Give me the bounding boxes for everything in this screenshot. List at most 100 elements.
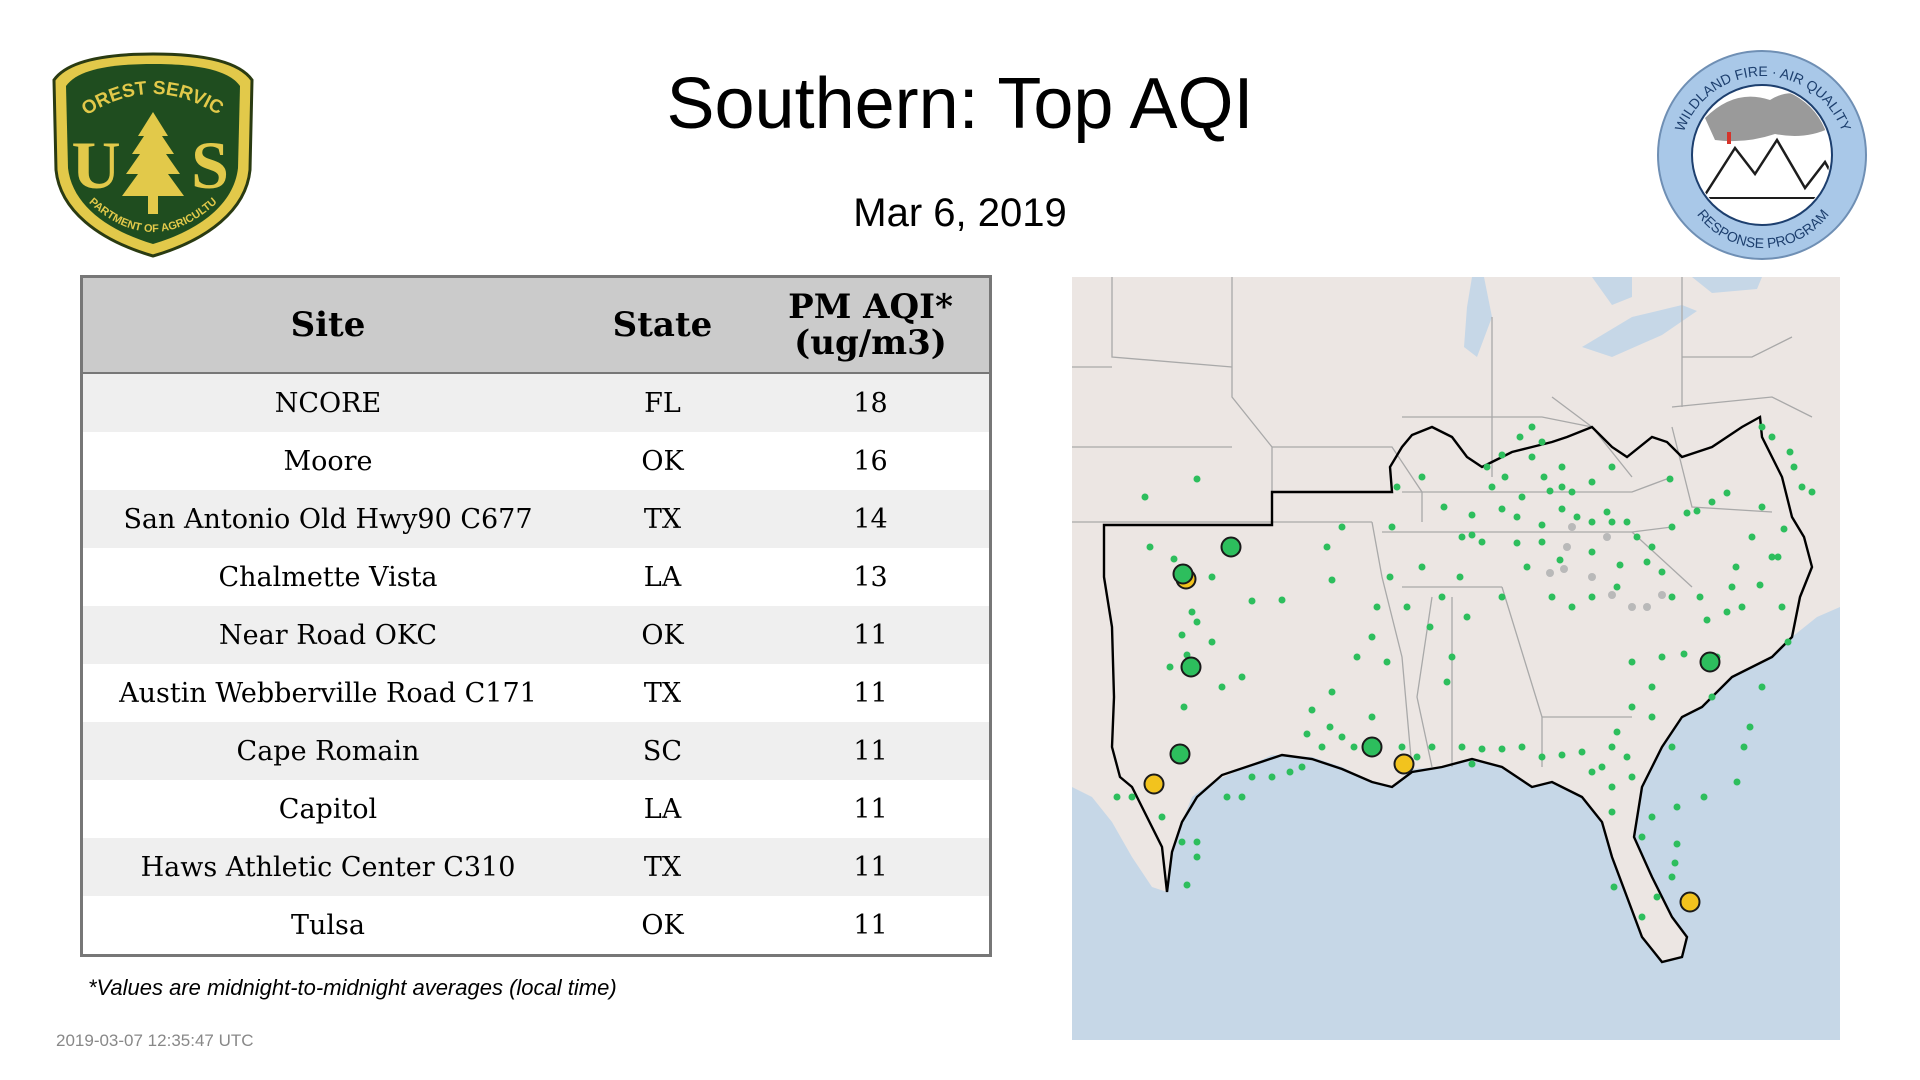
map-site-good: [1633, 533, 1641, 541]
map-site-good: [1668, 873, 1676, 881]
map-site-top-aqi-moderate: [1143, 773, 1165, 795]
map-site-good: [1128, 793, 1136, 801]
map-site-good: [1238, 793, 1246, 801]
report-date: Mar 6, 2019: [853, 191, 1067, 235]
map-site-good: [1438, 593, 1446, 601]
map-site-top-aqi-good: [1361, 736, 1383, 758]
map-site-good: [1588, 548, 1596, 556]
map-site-good: [1671, 859, 1679, 867]
map-site-good: [1723, 489, 1731, 497]
gulf-of-mexico-water: [1072, 607, 1840, 1040]
map-site-good: [1623, 753, 1631, 761]
map-site-good: [1588, 478, 1596, 486]
lake-erie: [1582, 305, 1697, 357]
map-site-good: [1498, 505, 1506, 513]
map-site-good: [1178, 631, 1186, 639]
table-row: Haws Athletic Center C310 TX 11: [81, 838, 991, 896]
map-site-good: [1483, 463, 1491, 471]
map-site-good: [1223, 793, 1231, 801]
map-site-good: [1528, 453, 1536, 461]
map-site-good: [1413, 753, 1421, 761]
map-site-good: [1268, 773, 1276, 781]
map-site-good: [1668, 523, 1676, 531]
aqi-cell: 16: [752, 432, 991, 490]
map-site-good: [1388, 523, 1396, 531]
map-site-good: [1193, 838, 1201, 846]
table-row: NCORE FL 18: [81, 373, 991, 432]
map-site-good: [1740, 743, 1748, 751]
map-site-good: [1638, 913, 1646, 921]
map-site-no-data: [1628, 603, 1636, 611]
map-site-good: [1588, 518, 1596, 526]
site-cell: Moore: [81, 432, 573, 490]
generated-timestamp: 2019-03-07 12:35:47 UTC: [56, 1031, 254, 1050]
map-site-good: [1463, 613, 1471, 621]
southern-region-outline: [1102, 415, 1814, 964]
map-site-good: [1193, 475, 1201, 483]
map-site-good: [1440, 503, 1448, 511]
map-site-good: [1398, 743, 1406, 751]
map-site-good: [1278, 596, 1286, 604]
aqi-cell: 11: [752, 664, 991, 722]
map-site-good: [1498, 451, 1506, 459]
site-cell: Near Road OKC: [81, 606, 573, 664]
map-site-good: [1338, 523, 1346, 531]
map-site-good: [1498, 745, 1506, 753]
map-site-good: [1643, 558, 1651, 566]
map-site-good: [1558, 751, 1566, 759]
map-site-top-aqi-good: [1172, 563, 1194, 585]
aqi-cell: 18: [752, 373, 991, 432]
map-site-good: [1768, 433, 1776, 441]
map-site-good: [1478, 538, 1486, 546]
map-site-good: [1568, 488, 1576, 496]
map-site-good: [1558, 505, 1566, 513]
aqi-cell: 13: [752, 548, 991, 606]
map-site-good: [1386, 573, 1394, 581]
map-site-good: [1648, 683, 1656, 691]
aqi-cell: 11: [752, 722, 991, 780]
map-site-good: [1668, 743, 1676, 751]
map-site-good: [1768, 553, 1776, 561]
page-title: Southern: Top AQI: [666, 64, 1254, 144]
map-site-good: [1758, 423, 1766, 431]
map-site-good: [1708, 693, 1716, 701]
monitor-sites: [1113, 423, 1816, 921]
map-site-good: [1141, 493, 1149, 501]
map-site-good: [1318, 743, 1326, 751]
lake-michigan: [1464, 277, 1492, 357]
map-site-no-data: [1560, 565, 1568, 573]
map-site-good: [1193, 618, 1201, 626]
map-site-top-aqi-good: [1220, 536, 1242, 558]
map-site-good: [1188, 608, 1196, 616]
map-site-good: [1478, 745, 1486, 753]
map-site-good: [1608, 808, 1616, 816]
map-site-good: [1638, 833, 1646, 841]
southern-region-map: [1072, 277, 1840, 1040]
map-site-good: [1238, 673, 1246, 681]
aqi-cell: 11: [752, 896, 991, 956]
column-header-pm-aqi: PM AQI* (ug/m3): [752, 276, 991, 374]
wildland-fire-mountains-icon: WILDLAND FIRE · AIR QUALITY RESPONSE PRO…: [1657, 50, 1867, 260]
map-site-good: [1166, 663, 1174, 671]
state-cell: TX: [572, 490, 752, 548]
state-cell: TX: [572, 838, 752, 896]
map-site-good: [1523, 563, 1531, 571]
map-site-good: [1248, 773, 1256, 781]
map-site-no-data: [1643, 603, 1651, 611]
map-site-good: [1738, 603, 1746, 611]
map-site-good: [1208, 573, 1216, 581]
aqi-cell: 11: [752, 606, 991, 664]
map-site-good: [1516, 433, 1524, 441]
map-site-good: [1518, 493, 1526, 501]
map-site-good: [1578, 748, 1586, 756]
table-row: Chalmette Vista LA 13: [81, 548, 991, 606]
site-cell: Tulsa: [81, 896, 573, 956]
column-header-site: Site: [81, 276, 573, 374]
map-site-good: [1308, 706, 1316, 714]
shield-letter-u: U: [71, 127, 120, 203]
map-site-good: [1628, 773, 1636, 781]
map-site-good: [1488, 483, 1496, 491]
map-site-good: [1458, 533, 1466, 541]
pm-aqi-header-line2: (ug/m3): [794, 323, 947, 363]
